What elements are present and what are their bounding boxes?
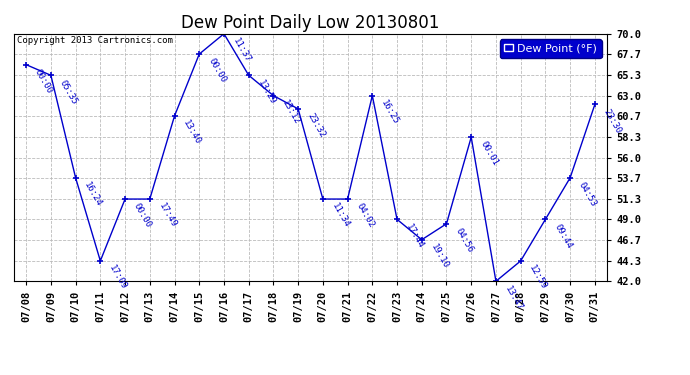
Text: 00:00: 00:00 <box>206 57 228 85</box>
Legend: Dew Point (°F): Dew Point (°F) <box>500 39 602 58</box>
Text: 19:10: 19:10 <box>428 243 450 270</box>
Text: 00:01: 00:01 <box>478 140 500 168</box>
Title: Dew Point Daily Low 20130801: Dew Point Daily Low 20130801 <box>181 14 440 32</box>
Text: 13:47: 13:47 <box>503 284 524 312</box>
Text: 05:35: 05:35 <box>58 78 79 106</box>
Text: 00:00: 00:00 <box>33 68 55 95</box>
Text: 16:25: 16:25 <box>380 98 400 126</box>
Text: 17:09: 17:09 <box>107 264 128 291</box>
Text: 00:00: 00:00 <box>132 202 153 229</box>
Text: 17:44: 17:44 <box>404 222 425 250</box>
Text: 13:40: 13:40 <box>181 119 203 147</box>
Text: 13:29: 13:29 <box>255 78 277 106</box>
Text: Copyright 2013 Cartronics.com: Copyright 2013 Cartronics.com <box>17 36 172 45</box>
Text: 23:30: 23:30 <box>602 107 623 135</box>
Text: 04:02: 04:02 <box>355 202 376 229</box>
Text: 11:37: 11:37 <box>231 36 252 64</box>
Text: 17:49: 17:49 <box>157 202 178 229</box>
Text: 23:32: 23:32 <box>305 112 326 140</box>
Text: 04:56: 04:56 <box>453 226 475 254</box>
Text: 16:24: 16:24 <box>83 181 104 209</box>
Text: 04:53: 04:53 <box>577 181 598 209</box>
Text: 12:59: 12:59 <box>528 264 549 291</box>
Text: 09:44: 09:44 <box>552 222 573 250</box>
Text: 13:12: 13:12 <box>280 98 302 126</box>
Text: 11:34: 11:34 <box>330 202 351 229</box>
